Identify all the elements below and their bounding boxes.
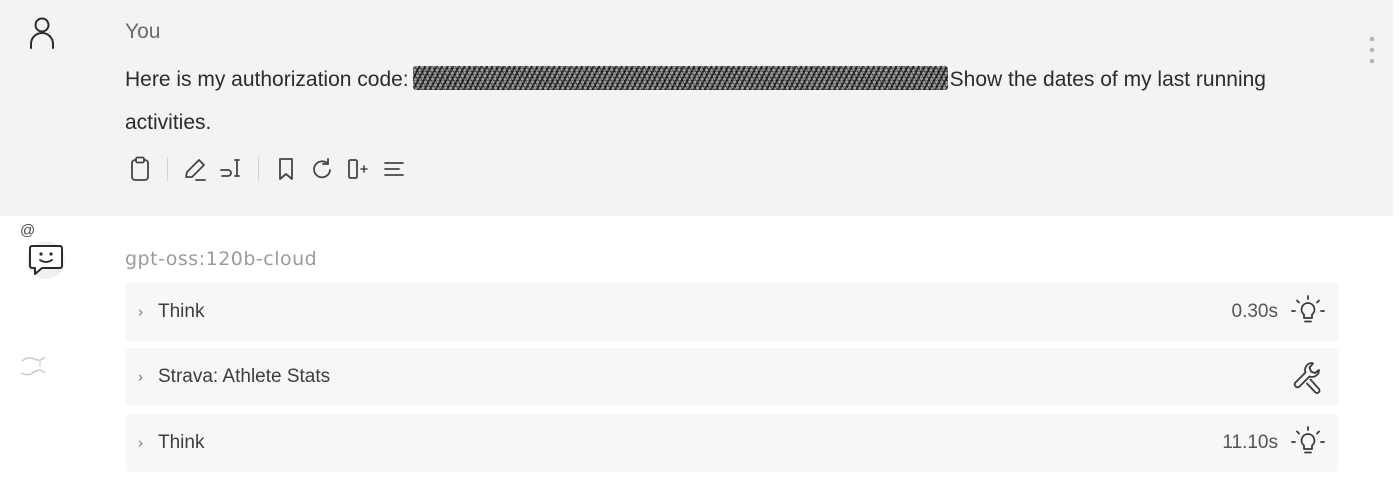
edit-button[interactable] — [180, 154, 210, 184]
assistant-avatar-icon — [27, 241, 65, 279]
copy-button[interactable] — [125, 154, 155, 184]
input-icon — [220, 159, 240, 177]
bookmark-button[interactable] — [271, 154, 301, 184]
message-author: You — [125, 20, 161, 43]
user-message: You Here is my authorization code: Show t… — [0, 0, 1393, 216]
message-text: Here is my authorization code: Show the d… — [125, 58, 1305, 144]
chevron-right-icon: › — [138, 434, 143, 452]
branch-button[interactable] — [343, 154, 373, 184]
toolbar-divider — [258, 157, 259, 181]
more-options-icon[interactable] — [1362, 34, 1382, 66]
options-button[interactable] — [379, 154, 409, 184]
model-name: gpt-oss:120b-cloud — [125, 248, 318, 270]
think-step-1[interactable]: › Think 0.30s — [126, 283, 1338, 341]
regenerate-button[interactable] — [307, 154, 337, 184]
step-label: Think — [158, 432, 205, 453]
step-duration: 0.30s — [1231, 301, 1278, 322]
continue-button[interactable] — [216, 154, 246, 184]
bookmark-icon — [279, 158, 293, 180]
edit-icon — [185, 159, 206, 181]
regenerate-icon — [313, 158, 331, 179]
think-step-2[interactable]: › Think 11.10s — [126, 414, 1338, 472]
clipboard-icon — [131, 156, 149, 181]
message-text-before: Here is my authorization code: — [125, 68, 409, 91]
menu-lines-icon — [384, 162, 404, 176]
split-icon — [348, 159, 368, 179]
step-label: Strava: Athlete Stats — [158, 366, 331, 387]
toolbar-divider — [167, 157, 168, 181]
user-avatar-icon — [30, 17, 54, 49]
tool-avatar-icon — [20, 356, 46, 376]
lightbulb-icon — [1291, 426, 1325, 454]
message-text-after: Show the dates of my last running activi… — [125, 68, 1266, 134]
mention-marker: @ — [20, 222, 36, 239]
step-duration: 11.10s — [1222, 432, 1278, 453]
step-label: Think — [158, 301, 205, 322]
wrench-icon — [1293, 362, 1321, 394]
lightbulb-icon — [1291, 295, 1325, 323]
tool-step-strava[interactable]: › Strava: Athlete Stats — [126, 348, 1338, 406]
redacted-authorization-code — [412, 66, 948, 90]
message-toolbar — [125, 152, 415, 186]
chevron-right-icon: › — [138, 303, 143, 321]
chevron-right-icon: › — [138, 368, 143, 386]
